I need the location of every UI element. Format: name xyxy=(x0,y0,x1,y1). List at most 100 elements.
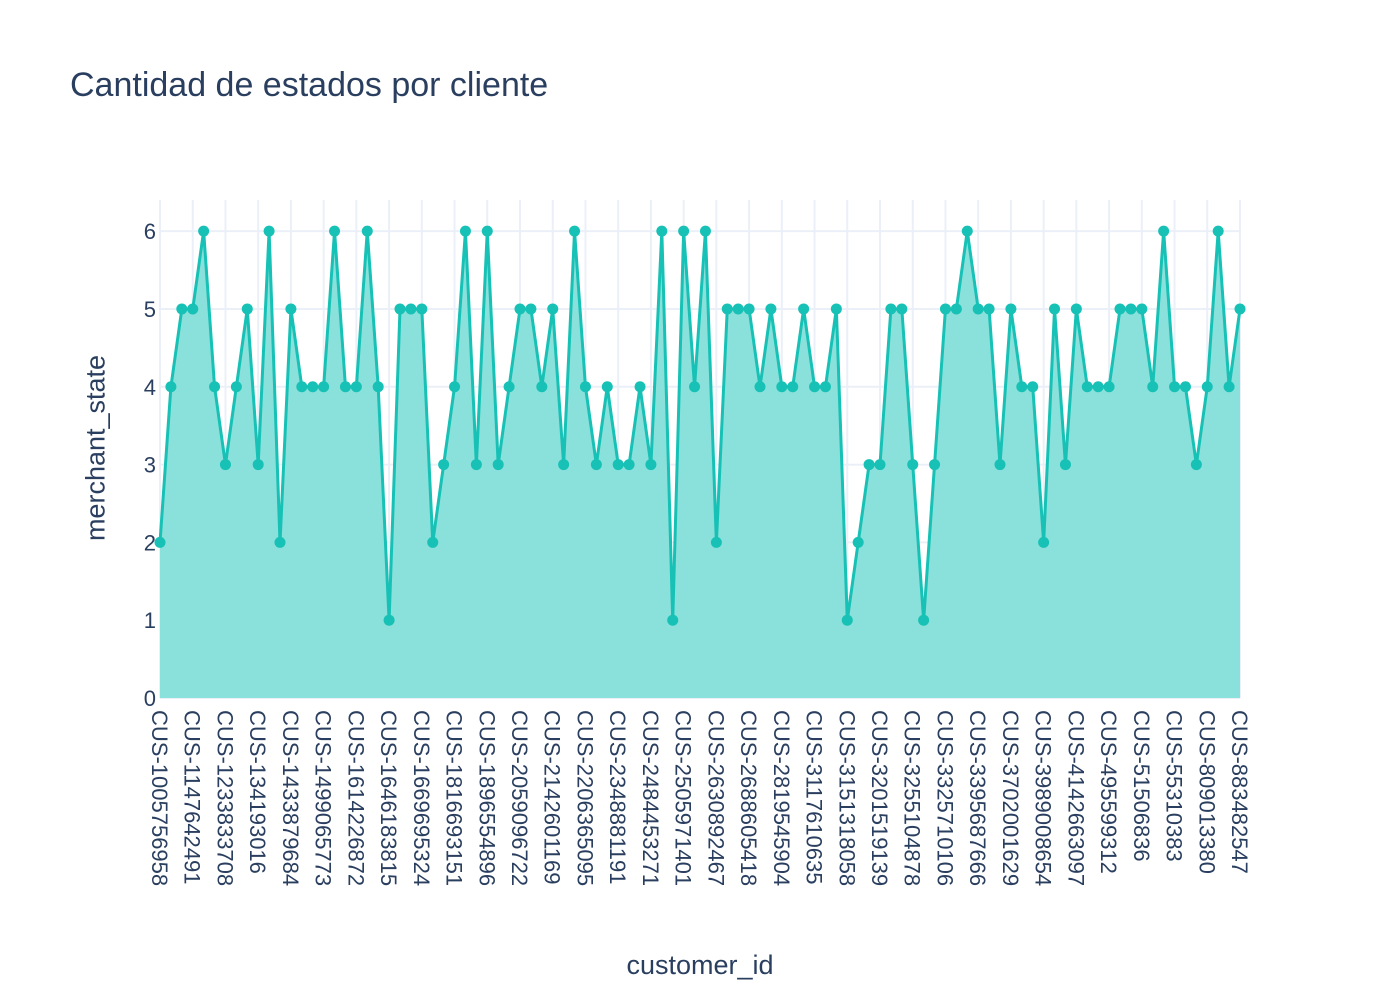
x-tick-label: CUS-2630892467 xyxy=(703,710,728,886)
data-point xyxy=(623,459,635,471)
data-point xyxy=(1027,381,1039,393)
data-point xyxy=(699,225,711,237)
data-point xyxy=(852,536,864,548)
data-point xyxy=(252,459,264,471)
data-point xyxy=(798,303,810,315)
data-point xyxy=(667,614,679,626)
x-tick-label: CUS-3989008654 xyxy=(1031,710,1056,886)
data-point xyxy=(885,303,897,315)
data-point xyxy=(579,381,591,393)
data-point xyxy=(154,536,166,548)
data-point xyxy=(1049,303,1061,315)
data-point xyxy=(547,303,559,315)
data-point xyxy=(645,459,657,471)
x-tick-label: CUS-3117610635 xyxy=(802,710,827,885)
x-tick-label: CUS-2505971401 xyxy=(671,710,696,886)
data-point xyxy=(383,614,395,626)
y-tick-label: 6 xyxy=(144,219,156,244)
data-point xyxy=(961,225,973,237)
data-point xyxy=(350,381,362,393)
data-point xyxy=(1147,381,1159,393)
data-point xyxy=(710,536,722,548)
x-tick-label: CUS-134193016 xyxy=(245,710,270,874)
data-point xyxy=(809,381,821,393)
data-point xyxy=(427,536,439,548)
data-point xyxy=(285,303,297,315)
data-point xyxy=(361,225,373,237)
data-point xyxy=(569,225,581,237)
data-point xyxy=(721,303,733,315)
x-tick-label: CUS-3255104878 xyxy=(900,710,925,886)
point-layer xyxy=(154,225,1246,626)
data-point xyxy=(678,225,690,237)
data-point xyxy=(1016,381,1028,393)
data-point xyxy=(732,303,744,315)
data-point xyxy=(656,225,668,237)
data-point xyxy=(449,381,461,393)
data-point xyxy=(776,381,788,393)
data-point xyxy=(994,459,1006,471)
data-point xyxy=(1092,381,1104,393)
x-tick-label: CUS-3201519139 xyxy=(867,710,892,886)
chart-title: Cantidad de estados por cliente xyxy=(70,66,549,104)
data-point xyxy=(459,225,471,237)
x-tick-label: CUS-809013380 xyxy=(1194,710,1219,874)
x-tick-label: CUS-1499065773 xyxy=(311,710,336,886)
y-tick-label: 4 xyxy=(144,375,156,400)
data-point xyxy=(329,225,341,237)
x-tick-label: CUS-1896554896 xyxy=(474,710,499,886)
x-tick-label: CUS-2819545904 xyxy=(769,710,794,886)
data-point xyxy=(787,381,799,393)
data-point xyxy=(972,303,984,315)
data-point xyxy=(503,381,515,393)
data-point xyxy=(394,303,406,315)
data-point xyxy=(198,225,210,237)
data-point xyxy=(1038,536,1050,548)
data-point xyxy=(405,303,417,315)
data-point xyxy=(481,225,493,237)
data-point xyxy=(863,459,875,471)
data-point xyxy=(634,381,646,393)
data-point xyxy=(1059,459,1071,471)
x-tick-label: CUS-51506836 xyxy=(1129,710,1154,862)
x-tick-label: CUS-1614226872 xyxy=(343,710,368,886)
x-tick-label: CUS-2688605418 xyxy=(736,710,761,886)
data-point xyxy=(950,303,962,315)
data-point xyxy=(470,459,482,471)
data-point xyxy=(819,381,831,393)
data-point xyxy=(307,381,319,393)
x-tick-label: CUS-1147642491 xyxy=(180,710,205,885)
data-point xyxy=(612,459,624,471)
x-tick-label: CUS-55310383 xyxy=(1162,710,1187,862)
x-tick-label: CUS-495599312 xyxy=(1096,710,1121,874)
data-point xyxy=(765,303,777,315)
data-point xyxy=(339,381,351,393)
x-tick-label: CUS-2206365095 xyxy=(572,710,597,886)
data-point xyxy=(230,381,242,393)
x-axis-ticks: CUS-1005756958 CUS-1147642491 CUS-12338337… xyxy=(147,710,1252,886)
data-point xyxy=(983,303,995,315)
data-point xyxy=(1136,303,1148,315)
data-point xyxy=(754,381,766,393)
data-point xyxy=(296,381,308,393)
x-tick-label: CUS-4142663097 xyxy=(1063,710,1088,886)
x-tick-label: CUS-883482547 xyxy=(1227,710,1252,874)
data-point xyxy=(187,303,199,315)
x-tick-label: CUS-1646183815 xyxy=(376,710,401,886)
data-point xyxy=(1212,225,1224,237)
y-tick-label: 2 xyxy=(144,530,156,555)
data-point xyxy=(558,459,570,471)
data-point xyxy=(241,303,253,315)
y-tick-label: 3 xyxy=(144,453,156,478)
data-point xyxy=(514,303,526,315)
data-point xyxy=(1179,381,1191,393)
x-tick-label: CUS-2348881191 xyxy=(605,710,630,885)
data-point xyxy=(318,381,330,393)
data-point xyxy=(1081,381,1093,393)
x-tick-label: CUS-1005756958 xyxy=(147,710,172,886)
x-tick-label: CUS-3702001629 xyxy=(998,710,1023,886)
data-point xyxy=(1169,381,1181,393)
x-tick-label: CUS-1669695324 xyxy=(409,710,434,886)
data-point xyxy=(1201,381,1213,393)
data-point xyxy=(590,459,602,471)
